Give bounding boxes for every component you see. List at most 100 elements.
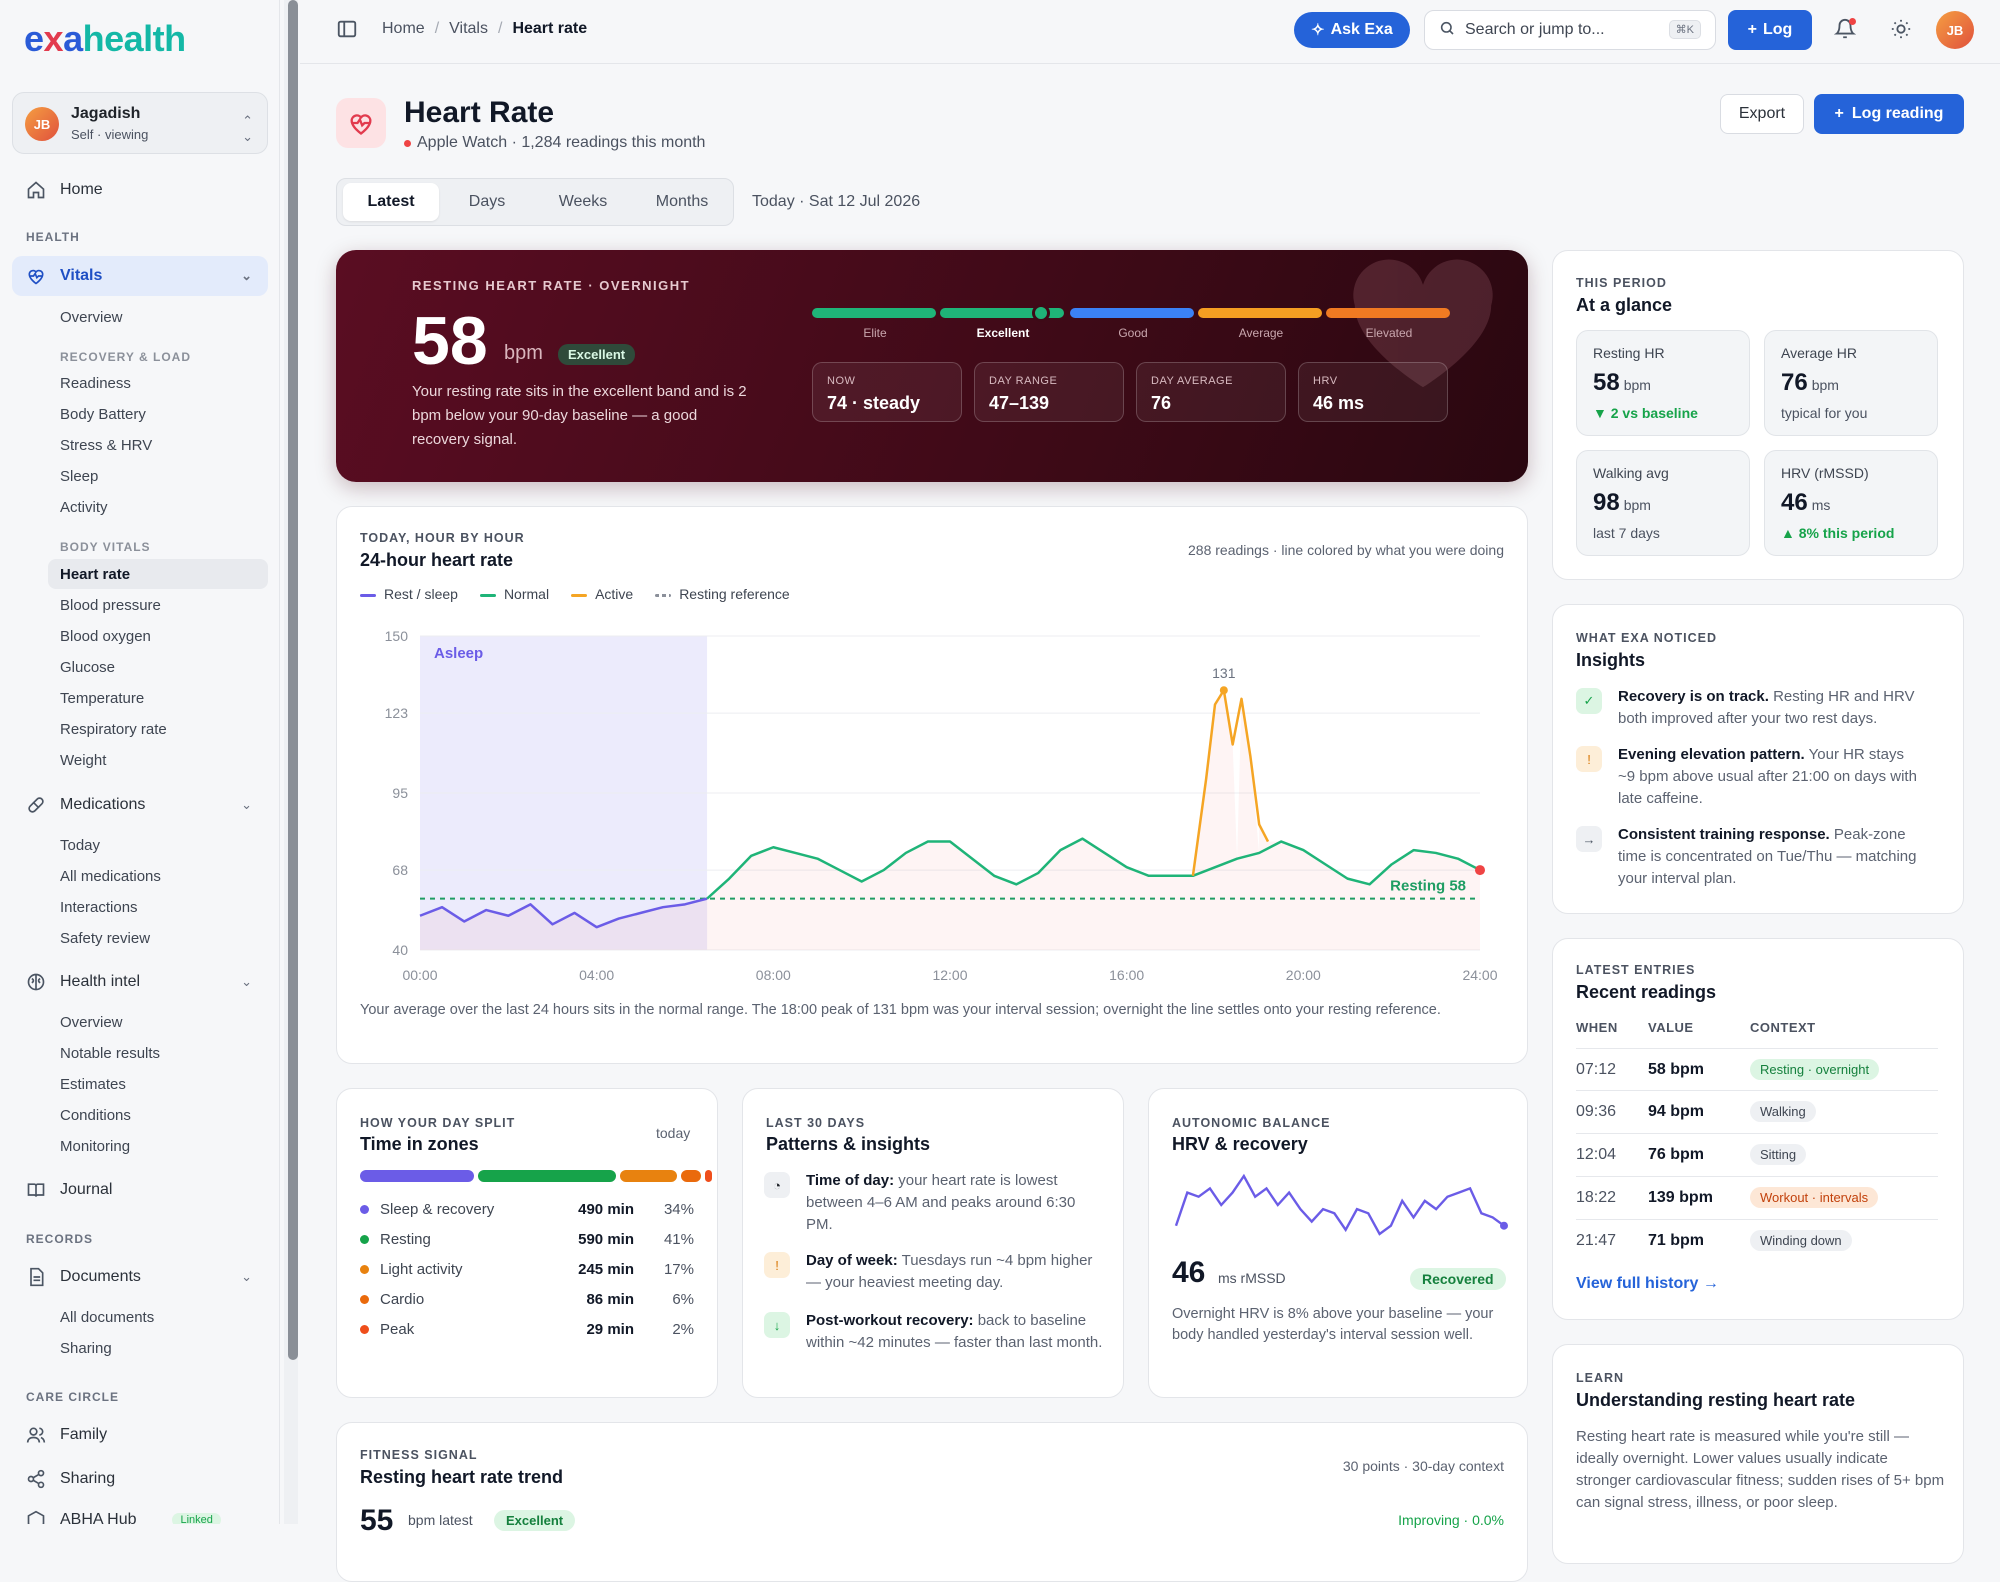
nav-safety-review[interactable]: Safety review [60, 929, 151, 947]
nav-med-today[interactable]: Today [60, 836, 101, 854]
brain-icon [24, 970, 48, 994]
pattern-item: ↓ Post-workout recovery: back to baselin… [764, 1310, 1104, 1380]
legend-rest: Rest / sleep [360, 586, 458, 602]
share-icon [24, 1467, 48, 1491]
sidebar-toggle-icon[interactable] [336, 18, 358, 40]
account-avatar[interactable]: JB [1936, 11, 1974, 49]
hero-stat-hrv: HRV 46 ms [1298, 362, 1448, 422]
y-tick-label: 123 [385, 705, 409, 721]
nav-respiratory-rate[interactable]: Respiratory rate [60, 720, 167, 738]
band-elite [812, 308, 936, 318]
x-tick-label: 08:00 [756, 967, 791, 983]
profile-switcher[interactable]: JB Jagadish Self · viewing ⌃ ⌄ [12, 92, 268, 154]
nav-glucose[interactable]: Glucose [60, 658, 116, 676]
nav-blood-oxygen[interactable]: Blood oxygen [60, 627, 151, 645]
nav-conditions[interactable]: Conditions [60, 1106, 131, 1124]
nav-health-intel-label: Health intel [60, 973, 141, 990]
nav-all-medications[interactable]: All medications [60, 867, 161, 885]
x-tick-label: 20:00 [1286, 967, 1321, 983]
resting-hr-hero: RESTING HEART RATE · OVERNIGHT 58 bpm Ex… [336, 250, 1528, 482]
shortcut-hint: ⌘K [1668, 20, 1701, 39]
breadcrumb-home[interactable]: Home [382, 20, 425, 37]
nav-monitoring[interactable]: Monitoring [60, 1137, 131, 1155]
nav-blood-pressure[interactable]: Blood pressure [60, 596, 161, 614]
chevron-down-icon: ⌄ [241, 974, 252, 989]
brand-logo[interactable]: exahealth [24, 18, 186, 59]
nav-estimates[interactable]: Estimates [60, 1075, 126, 1093]
table-row[interactable]: 09:36 94 bpm Walking [1576, 1090, 1938, 1132]
fitness-title: Resting heart rate trend [360, 1467, 564, 1487]
search-input[interactable]: Search or jump to... ⌘K [1424, 10, 1716, 50]
theme-toggle-icon[interactable] [1890, 18, 1914, 42]
nav-sleep[interactable]: Sleep [60, 467, 99, 485]
nav-readiness[interactable]: Readiness [60, 374, 131, 392]
nav-heart-rate[interactable]: Heart rate [48, 559, 268, 589]
band-label-average: Average [1238, 326, 1284, 340]
breadcrumb-vitals[interactable]: Vitals [449, 20, 488, 37]
avatar: JB [25, 107, 59, 141]
table-row[interactable]: 21:47 71 bpm Winding down [1576, 1219, 1938, 1261]
heart-rate-chart[interactable]: Asleep 150 123 95 68 40 00:00 04:00 08:00 12:00 16… [360, 620, 1510, 990]
nav-activity[interactable]: Activity [60, 498, 108, 516]
insights-eyebrow: WHAT EXA NOTICED [1576, 631, 1717, 645]
fitness-eyebrow: FITNESS SIGNAL [360, 1448, 478, 1462]
search-icon [1439, 20, 1455, 41]
glance-average-hr: Average HR 76 bpm typical for you [1764, 330, 1938, 436]
nav-family[interactable]: Family [12, 1415, 268, 1455]
log-reading-button[interactable]: + Log reading [1814, 94, 1964, 134]
current-point [1475, 865, 1485, 876]
y-tick-label: 150 [385, 628, 409, 644]
x-tick-label: 04:00 [579, 967, 614, 983]
band-good [1070, 308, 1194, 318]
tab-weeks[interactable]: Weeks [558, 193, 608, 210]
glance-hrv: HRV (rMSSD) 46 ms ▲ 8% this period [1764, 450, 1938, 556]
chevron-updown-icon: ⌃ ⌄ [242, 113, 253, 144]
glance-title: At a glance [1576, 295, 1673, 315]
nav-interactions[interactable]: Interactions [60, 898, 138, 916]
linked-badge: Linked [172, 1513, 221, 1524]
page-title: Heart Rate [404, 96, 555, 129]
x-tick-label: 24:00 [1462, 967, 1497, 983]
context-badge: Resting · overnight [1750, 1059, 1880, 1080]
table-row[interactable]: 07:12 58 bpm Resting · overnight [1576, 1048, 1938, 1090]
profile-name: Jagadish [71, 105, 141, 122]
table-row[interactable]: 18:22 139 bpm Workout · intervals [1576, 1176, 1938, 1218]
bell-icon[interactable] [1833, 18, 1858, 42]
nav-doc-sharing[interactable]: Sharing [60, 1339, 112, 1357]
log-button[interactable]: + Log [1728, 10, 1812, 50]
nav-all-documents[interactable]: All documents [60, 1308, 155, 1326]
sidebar-scrollbar-thumb[interactable] [288, 0, 298, 1360]
nav-vitals[interactable]: Vitals ⌄ [12, 256, 268, 296]
nav-weight[interactable]: Weight [60, 751, 107, 769]
area-fill [420, 690, 1480, 950]
glance-resting-hr: Resting HR 58 bpm ▼ 2 vs baseline [1576, 330, 1750, 436]
breadcrumb: Home / Vitals / Heart rate [382, 20, 587, 38]
nav-medications[interactable]: Medications ⌄ [12, 785, 268, 825]
nav-body-battery[interactable]: Body Battery [60, 405, 146, 423]
warning-icon: ! [764, 1252, 790, 1278]
legend-normal: Normal [479, 586, 549, 602]
tab-latest[interactable]: Latest [343, 183, 439, 221]
nav-intel-overview[interactable]: Overview [60, 1013, 123, 1031]
table-row[interactable]: 12:04 76 bpm Sitting [1576, 1133, 1938, 1175]
tab-months[interactable]: Months [655, 193, 709, 210]
nav-abha-hub[interactable]: ABHA Hub Linked [12, 1500, 268, 1524]
ask-exa-button[interactable]: ✧ Ask Exa [1294, 12, 1410, 48]
nav-stress-hrv[interactable]: Stress & HRV [60, 436, 153, 454]
zone-row: Peak 29 min 2% [360, 1318, 694, 1342]
nav-temperature[interactable]: Temperature [60, 689, 145, 707]
band-label-good: Good [1118, 326, 1148, 340]
nav-documents[interactable]: Documents ⌄ [12, 1257, 268, 1297]
nav-home[interactable]: Home [12, 170, 268, 210]
glance-walking-avg: Walking avg 98 bpm last 7 days [1576, 450, 1750, 556]
hero-badge: Excellent [558, 344, 636, 365]
nav-journal[interactable]: Journal [12, 1170, 268, 1210]
view-history-link[interactable]: View full history → [1576, 1275, 1719, 1292]
nav-notable-results[interactable]: Notable results [60, 1044, 161, 1062]
nav-sharing[interactable]: Sharing [12, 1459, 268, 1499]
export-button[interactable]: Export [1720, 94, 1804, 134]
tab-days[interactable]: Days [468, 193, 506, 210]
hourly-footnote: Your average over the last 24 hours sits… [360, 1002, 1441, 1018]
nav-vitals-overview[interactable]: Overview [60, 308, 123, 326]
nav-health-intel[interactable]: Health intel ⌄ [12, 962, 268, 1002]
